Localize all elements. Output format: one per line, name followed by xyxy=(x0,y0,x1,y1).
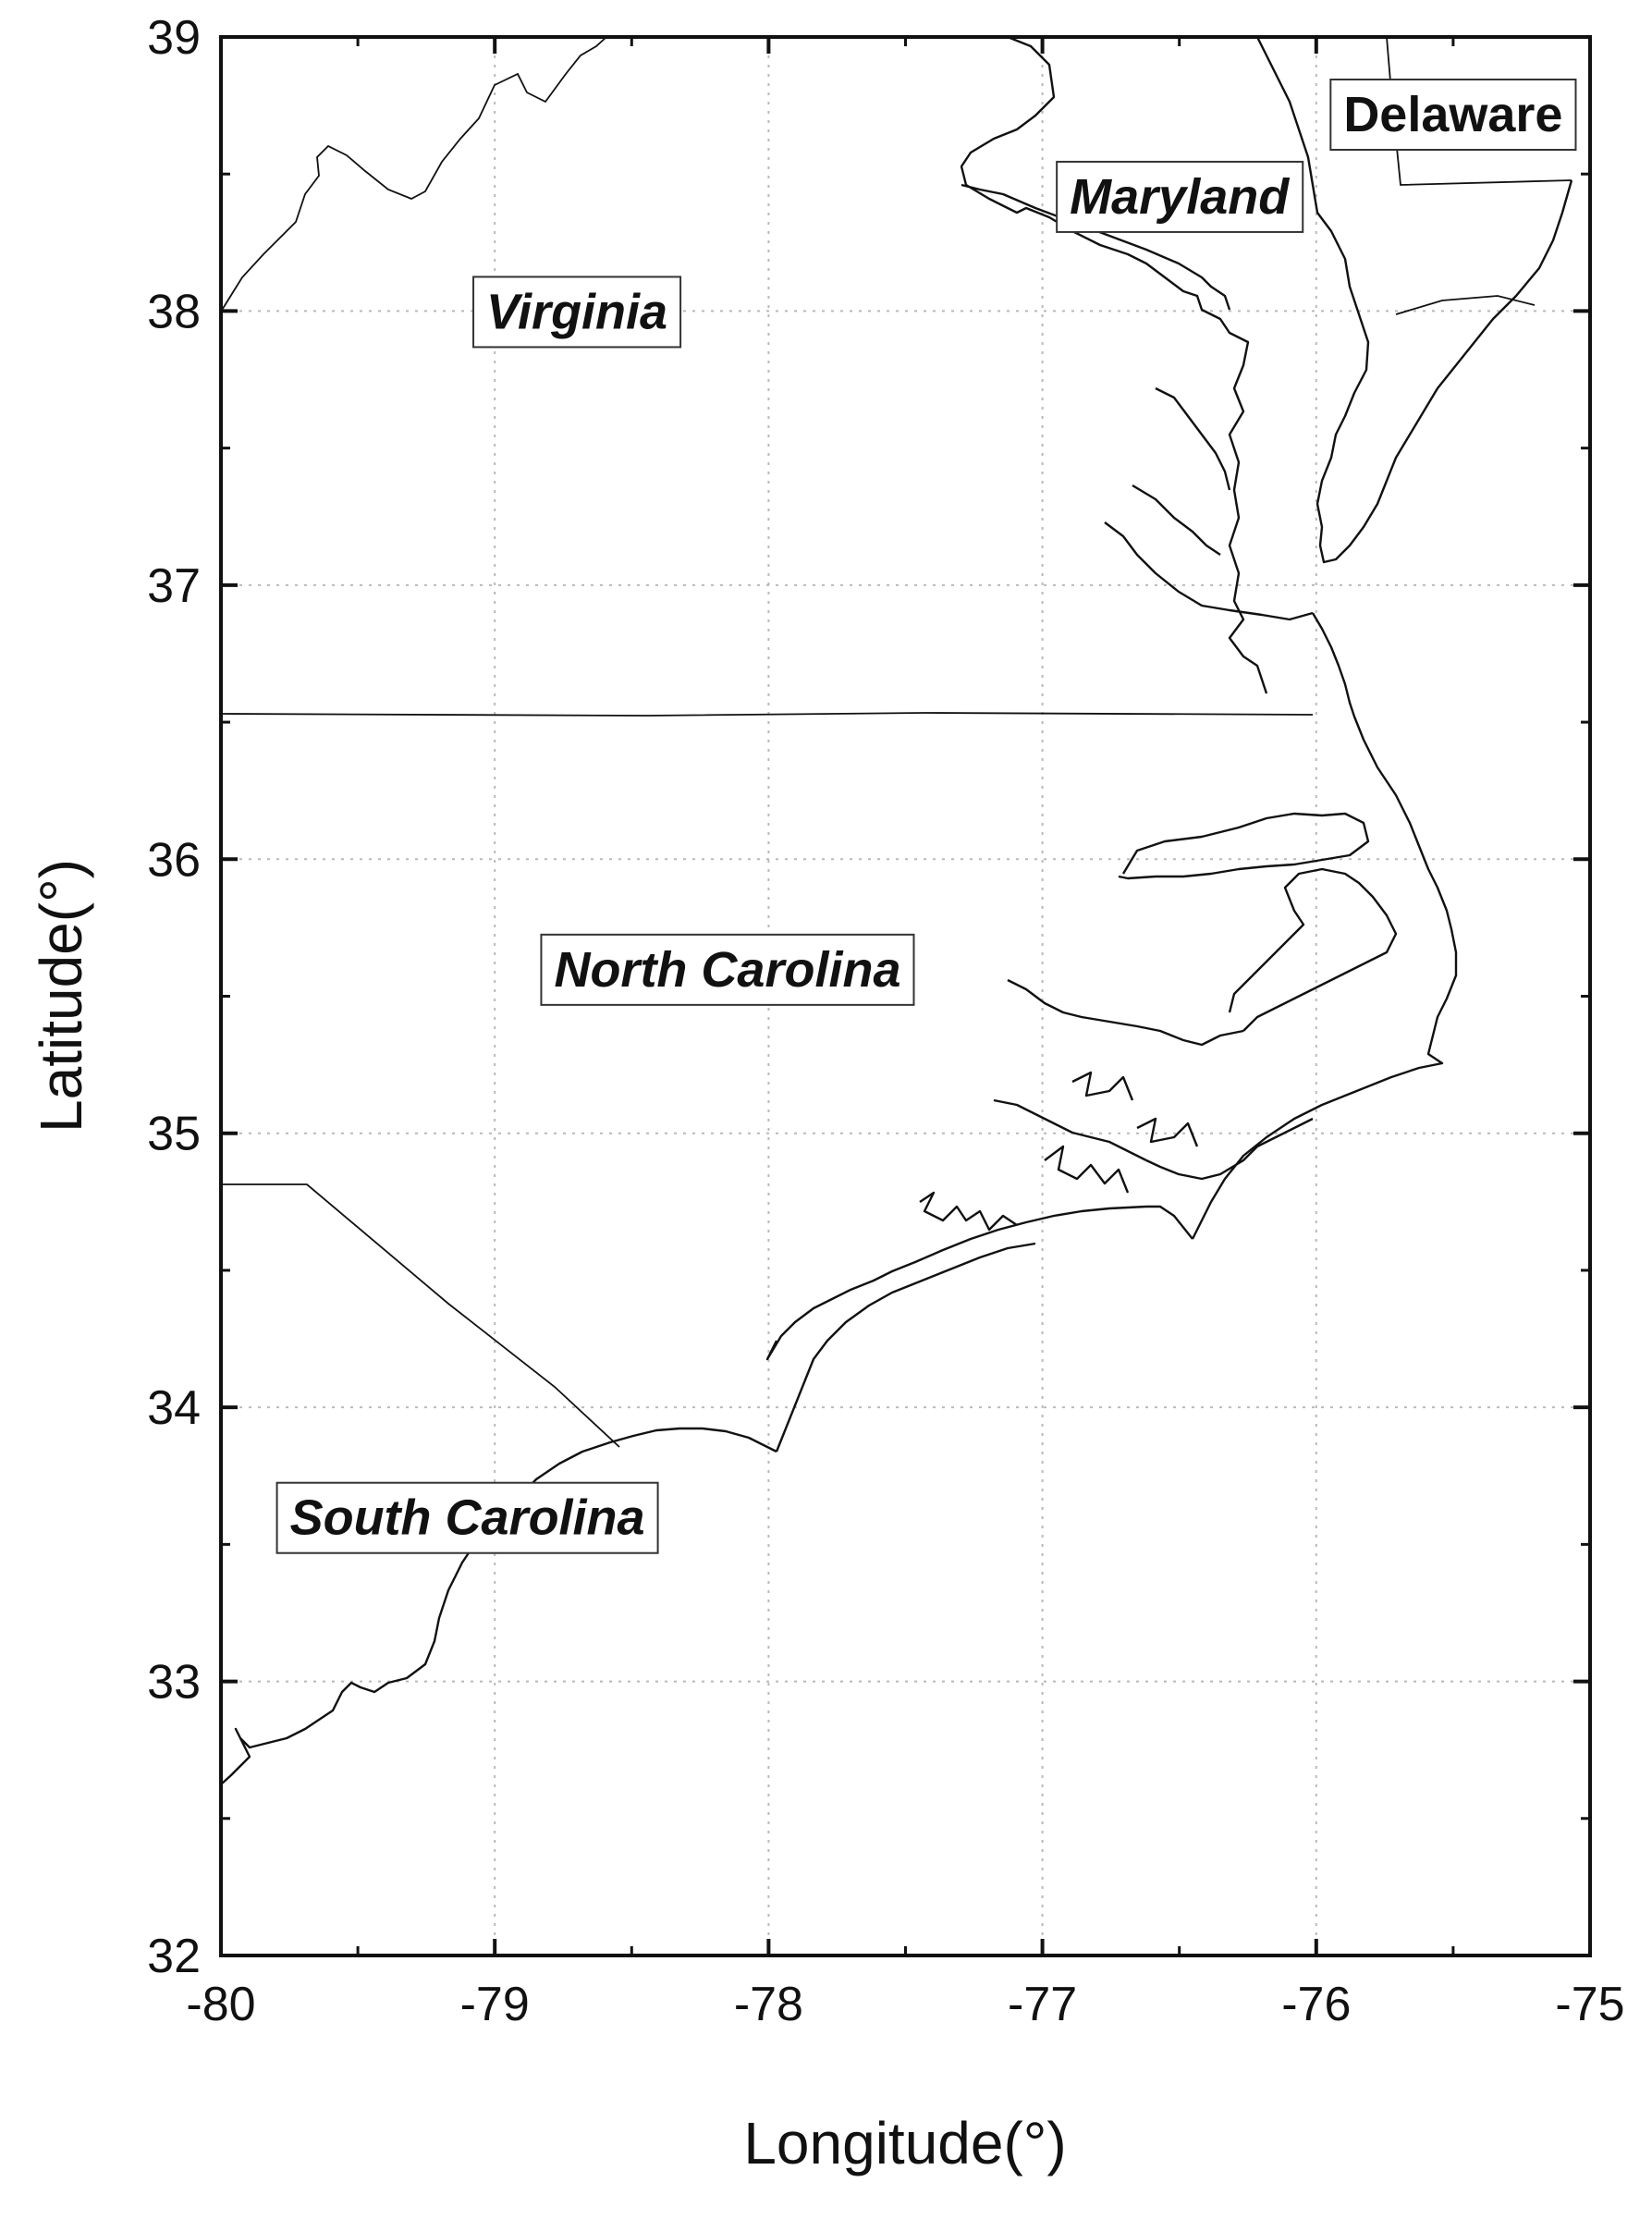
region-label-text: North Carolina xyxy=(554,942,900,998)
y-tick-label: 36 xyxy=(147,833,201,887)
axis-ticks: -80 -79 -78 -77 -76 -75 32 33 34 35 36 37 38 39 xyxy=(147,11,1624,2031)
x-tick-label: -78 xyxy=(734,1978,803,2031)
region-label-text: South Carolina xyxy=(290,1490,645,1546)
region-label-box xyxy=(1056,160,1304,233)
region-label-box xyxy=(1329,79,1577,151)
nc-southern-coast xyxy=(765,1205,1193,1361)
region-label-north-carolina: North Carolina xyxy=(540,933,915,1006)
x-axis-title: Longitude(°) xyxy=(743,2110,1066,2176)
y-tick-label: 35 xyxy=(147,1108,201,1161)
rappahannock-river xyxy=(1155,386,1231,491)
y-tick-label: 38 xyxy=(147,285,201,338)
nc-sc-border xyxy=(221,1183,620,1448)
nc-va-border xyxy=(220,712,1314,717)
x-tick-label: -79 xyxy=(460,1978,530,2031)
albemarle-sound xyxy=(1118,812,1370,880)
region-label-delaware: Delaware xyxy=(1329,79,1577,151)
delmarva-coast xyxy=(1255,36,1573,564)
pamlico-sound-shore xyxy=(1228,867,1398,1032)
region-label-south-carolina: South Carolina xyxy=(275,1481,659,1554)
grid-lines xyxy=(221,37,1590,1955)
nc-outer-banks xyxy=(1191,612,1458,1240)
y-tick-label: 34 xyxy=(147,1381,201,1435)
region-label-box xyxy=(472,276,682,349)
estuary-detail xyxy=(919,1071,1199,1232)
x-tick-label: -80 xyxy=(186,1978,255,2031)
y-tick-label: 39 xyxy=(147,11,201,65)
james-river xyxy=(1104,521,1314,621)
x-tick-label: -76 xyxy=(1281,1978,1351,2031)
geography xyxy=(220,35,1573,1785)
y-axis-title: Latitude(°) xyxy=(28,859,94,1133)
x-tick-label: -75 xyxy=(1555,1978,1624,2031)
x-tick-label: -77 xyxy=(1008,1978,1077,2031)
neuse-river xyxy=(993,1098,1147,1162)
region-label-maryland: Maryland xyxy=(1056,160,1304,233)
y-tick-label: 32 xyxy=(147,1930,201,1983)
region-labels: Virginia Maryland Delaware North Carolina So… xyxy=(275,79,1577,1554)
region-label-virginia: Virginia xyxy=(472,276,682,349)
va-west-border xyxy=(220,36,607,313)
sc-coast xyxy=(220,1242,1036,1785)
region-label-box xyxy=(540,933,915,1006)
pamlico-river xyxy=(1007,978,1244,1047)
potomac-river xyxy=(961,183,1231,311)
chesapeake-western-shore xyxy=(960,35,1268,694)
york-river xyxy=(1132,484,1221,556)
region-label-text: Maryland xyxy=(1070,169,1290,225)
nc-inlets xyxy=(1145,1117,1314,1181)
y-tick-label: 33 xyxy=(147,1656,201,1710)
region-label-text: Virginia xyxy=(486,284,667,339)
region-label-text: Delaware xyxy=(1343,87,1562,142)
y-tick-label: 37 xyxy=(147,559,201,613)
region-label-box xyxy=(275,1481,659,1554)
va-md-eastern-shore-border xyxy=(1395,295,1536,315)
